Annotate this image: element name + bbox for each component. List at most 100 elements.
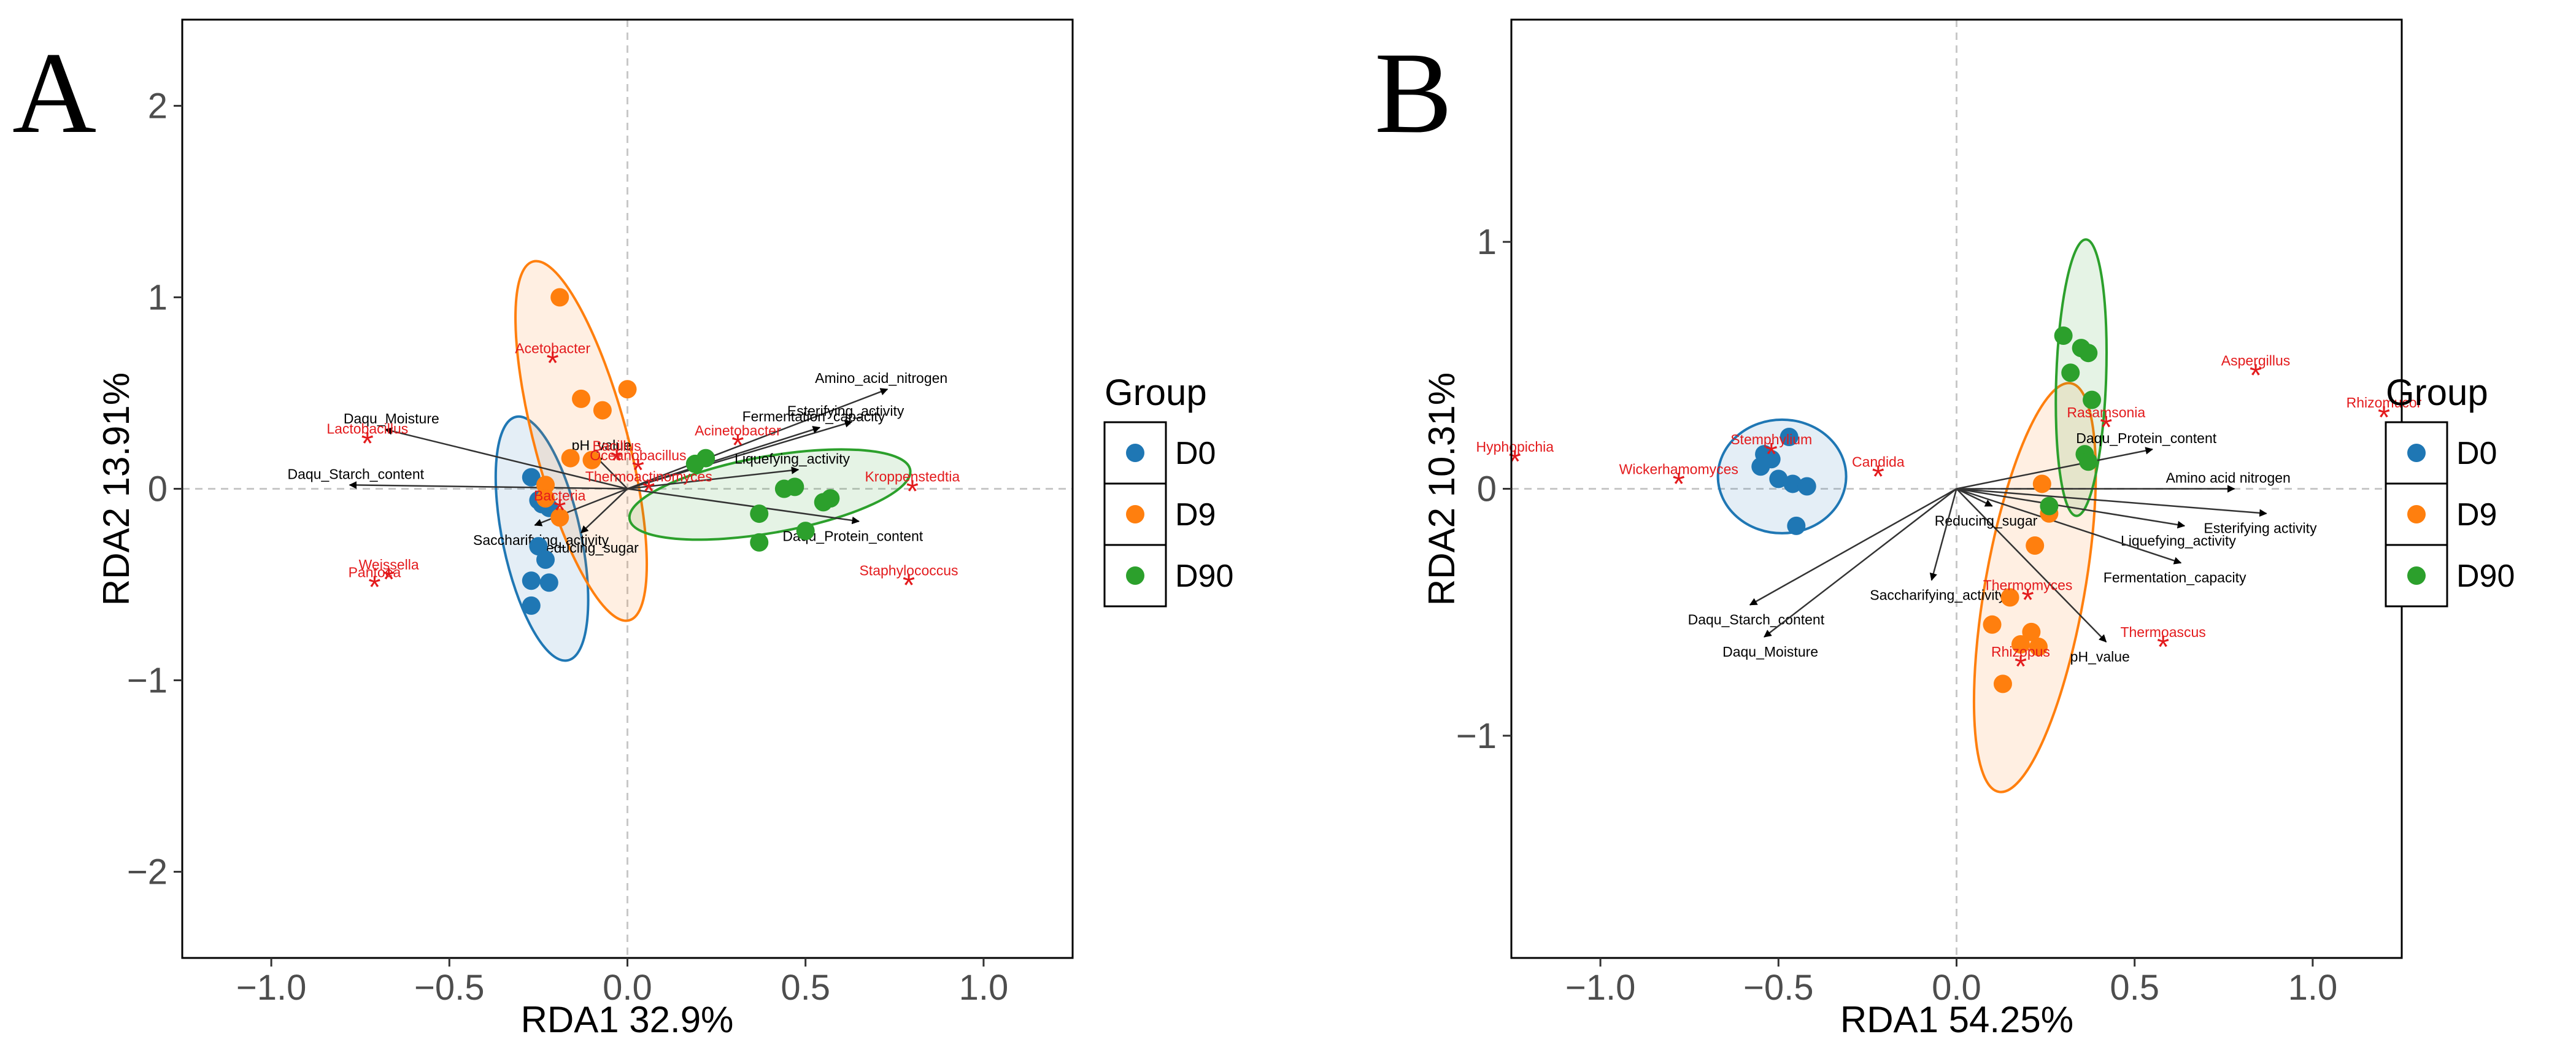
point-d0 [522,596,541,615]
taxon-label-rasamsonia: Rasamsonia [2067,404,2145,420]
taxon-label-weissella: Weissella [359,557,419,573]
panel-b: B Daqu_Protein_content Amino acid nitroge… [1375,18,2515,1040]
point-d90 [696,449,715,468]
point-d90 [821,489,840,508]
panel-label-b: B [1375,29,1452,158]
point-d90 [2054,326,2073,345]
point-d90 [785,477,804,496]
point-d0 [1751,457,1770,476]
arrow-fermentation-capacity [627,426,821,490]
y-tick-label: 1 [148,277,168,317]
point-d0 [1780,428,1799,447]
point-d9 [1993,674,2012,693]
arrow-daqu-starch-content [1749,488,1957,606]
point-d0 [539,573,558,592]
ellipse-d9 [514,260,649,622]
point-d0 [1783,474,1802,493]
taxon-marker-stemphylium: * [1765,437,1778,473]
legend-marker-d90 [1126,566,1144,585]
arrow-ph-value [1956,488,2107,643]
legend-marker-d90 [2407,566,2426,585]
point-d9 [618,380,637,399]
env-label-liquefying-activity: Liquefying_activity [735,450,850,466]
env-label-ph-value: pH_value [572,437,631,453]
legend-marker-d9 [2407,505,2426,523]
env-label-liquefying-activity: Liquefying_activity [2121,533,2236,549]
y-tick-label: 1 [1477,222,1497,262]
y-axis-title-a: RDA2 13.91% [96,373,137,606]
taxon-marker-weissella: * [383,562,395,598]
env-label-daqu-moisture: Daqu_Moisture [1722,644,1818,660]
env-label-esterifying-activity: Esterifying activity [2204,520,2317,536]
point-d9 [550,508,569,527]
y-tick-label: 2 [148,86,168,126]
x-tick-label: −0.5 [414,968,485,1008]
env-label-esterifying-activity: Esterifying_activity [787,403,904,419]
taxon-label-rhizopus: Rhizopus [1991,644,2050,660]
taxon-marker-rhizopus: * [2015,649,2027,685]
env-label-reducing-sugar: Reducing_sugar [536,539,639,555]
arrow-daqu-protein-content [627,488,860,525]
point-d9 [1983,615,2002,634]
env-label-fermentation-capacity: Fermentation_capacity [2104,569,2246,585]
ellipse-d90 [2054,238,2108,517]
legend-label-d90: D90 [1175,558,1233,594]
taxon-label-wickerhamomyces: Wickerhamomyces [1619,461,1738,477]
point-d9 [536,476,555,495]
y-axis-title-b: RDA2 10.31% [1421,373,1462,606]
point-d90 [2079,344,2098,363]
point-d9 [2029,638,2048,657]
taxon-label-staphylococcus: Staphylococcus [859,562,958,578]
arrow-daqu-moisture [1764,488,1957,638]
legend-title-b: Group [2386,372,2488,413]
taxon-label-stemphylium: Stemphylium [1730,431,1812,447]
legend-marker-d0 [1126,444,1144,462]
taxon-label-lactobacillus: Lactobacillus [326,420,408,436]
point-d90 [2079,452,2098,471]
taxon-label-thermomyces: Thermomyces [1983,577,2073,593]
point-d0 [522,571,541,590]
taxon-marker-kroppenstedtia: * [906,474,919,510]
point-d9 [536,489,555,508]
arrow-fermentation-capacity [1956,488,2182,565]
point-d0 [522,468,541,487]
point-d90 [796,522,815,541]
x-tick-label: 1.0 [959,968,1009,1008]
taxon-marker-bacteria: * [553,493,566,529]
point-d0 [1797,477,1816,496]
point-d9 [2026,536,2045,555]
taxon-label-rhizomucor: Rhizomucor [2347,395,2422,411]
panel-a: A Amino_acid_nitrogen Esterifying_activit… [12,18,1233,1040]
legend-marker-d9 [1126,505,1144,523]
taxon-marker-thermoascus: * [2157,630,2169,665]
point-d0 [1769,469,1788,488]
taxon-marker-rasamsonia: * [2100,410,2112,446]
taxon-label-candida: Candida [1852,454,1905,469]
point-d90 [2061,363,2080,382]
taxon-marker-candida: * [1872,459,1884,495]
arrow-daqu-protein-content [1956,447,2153,490]
taxon-marker-aspergillus: * [2250,358,2262,393]
point-d9 [550,288,569,307]
taxon-label-bacillus: Bacillus [592,438,641,454]
env-label-daqu-starch-content: Daqu_Starch_content [288,466,425,482]
env-label-fermentation-capacity: Fermentation_capacity [742,409,885,425]
point-d90 [750,504,769,523]
legend-label-d90: D90 [2456,558,2515,594]
point-d9 [2000,588,2019,607]
arrow-reducing-sugar [1956,488,1993,507]
taxon-label-acetobacter: Acetobacter [515,340,590,356]
y-tick-label: 0 [148,469,168,509]
arrow-daqu-starch-content [349,481,628,490]
x-tick-label: 0.0 [1932,968,1981,1008]
point-d9 [593,401,612,420]
legend-b: Group D0 D9 D90 [2385,372,2515,608]
taxon-label-acinetobacter: Acinetobacter [695,423,781,439]
env-label-amino-acid-nitrogen: Amino_acid_nitrogen [815,370,947,386]
legend-marker-d0 [2407,444,2426,462]
arrow-liquefying-activity [1956,488,2186,529]
taxon-marker-acinetobacter: * [731,428,744,464]
env-label-reducing-sugar: Reducing_sugar [1935,513,2038,529]
env-label-amino-acid-nitrogen: Amino acid nitrogen [2166,470,2291,486]
